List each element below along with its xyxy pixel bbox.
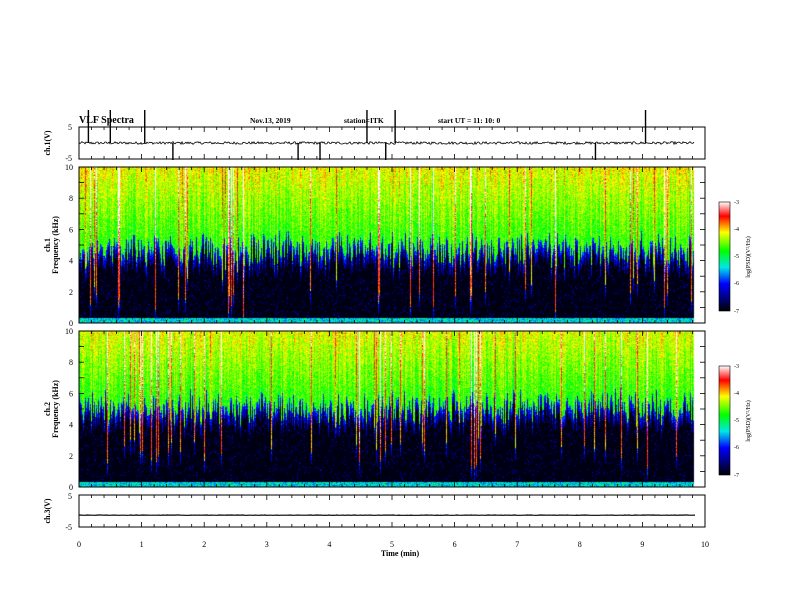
frequency-tick-label: 8 <box>69 194 73 203</box>
ch2-spectrogram-ytick-labels: 0 2 4 6 8 10 <box>65 327 73 492</box>
time-tick-label: 10 <box>701 540 709 549</box>
ch2-colorbar-tick-m4: -4 <box>734 391 739 397</box>
ch2-spectrogram-ylabel-channel: ch.2 <box>43 402 52 416</box>
time-tick-label: 0 <box>77 540 81 549</box>
ch1-colorbar-tick-m7: -7 <box>734 309 739 315</box>
frequency-tick-label: 0 <box>69 483 73 492</box>
ch2-colorbar-tick-m3: -3 <box>734 364 739 370</box>
ch3-ytick-top: 5 <box>68 492 72 501</box>
ch3-waveform-ylabel: ch.3(V) <box>43 498 52 523</box>
time-tick-label: 2 <box>202 540 206 549</box>
frequency-tick-label: 10 <box>65 163 73 172</box>
ch2-spectrogram-panel: 0 2 4 6 8 10 ch.2 Frequency (kHz) -3 -4 -5 -6… <box>43 327 752 492</box>
frequency-tick-label: 4 <box>69 421 73 430</box>
ch1-colorbar-tick-m5: -5 <box>734 254 739 260</box>
time-axis-label: Time (min) <box>381 549 420 558</box>
frequency-tick-label: 6 <box>69 225 73 234</box>
ch2-colorbar-tick-m7: -7 <box>734 473 739 479</box>
ch1-ytick-bottom: -5 <box>65 154 72 163</box>
frequency-tick-label: 4 <box>69 257 73 266</box>
ch1-colorbar <box>718 201 731 312</box>
ch2-colorbar-tick-m5: -5 <box>734 418 739 424</box>
ch2-spectrogram-ylabel-frequency: Frequency (kHz) <box>51 380 60 438</box>
frequency-tick-label: 0 <box>69 319 73 328</box>
time-tick-label: 9 <box>640 540 644 549</box>
ch1-spectrogram-panel: 0 2 4 6 8 10 ch.1 Frequency (kHz) -3 -4 -5 -6… <box>43 163 752 328</box>
frequency-tick-label: 8 <box>69 358 73 367</box>
ch2-spectrogram-image <box>79 331 705 487</box>
ch1-waveform-trace <box>78 140 695 146</box>
ch2-colorbar-label: log(PSD)(V²/Hz) <box>745 400 752 441</box>
frequency-tick-label: 10 <box>65 327 73 336</box>
ch1-spectrogram-ticks <box>78 166 706 324</box>
ch1-spectrogram-image <box>79 167 705 323</box>
ch2-spectrogram-ticks <box>78 330 706 488</box>
ch1-waveform-ylabel: ch.1(V) <box>43 130 52 155</box>
ch2-colorbar <box>718 365 731 476</box>
ch1-spectrogram-ytick-labels: 0 2 4 6 8 10 <box>65 163 73 328</box>
figure-title: VLF Spectra <box>79 115 134 126</box>
ch1-colorbar-tick-m6: -6 <box>734 281 739 287</box>
ch3-waveform-ticks <box>78 495 706 527</box>
date-label: Nov.13, 2019 <box>250 116 291 125</box>
ch3-waveform-panel: 5 -5 ch.3(V) 0 1 2 3 4 5 6 7 8 9 10 Time (min) <box>43 492 709 558</box>
frequency-tick-label: 2 <box>69 288 73 297</box>
frequency-tick-label: 2 <box>69 452 73 461</box>
ch1-waveform-panel: 5 -5 ch.1(V) <box>43 110 706 163</box>
station-label: station=ITK <box>344 116 384 125</box>
time-axis-tick-labels: 0 1 2 3 4 5 6 7 8 9 10 <box>77 540 709 549</box>
ch1-colorbar-tick-m4: -4 <box>734 227 739 233</box>
time-tick-label: 5 <box>390 540 394 549</box>
ch2-colorbar-tick-m6: -6 <box>734 445 739 451</box>
time-tick-label: 7 <box>515 540 519 549</box>
start-time-label: start UT = 11: 10: 0 <box>438 116 501 125</box>
time-tick-label: 3 <box>265 540 269 549</box>
ch1-colorbar-label: log(PSD)(V²/Hz) <box>745 236 752 277</box>
ch1-spectrogram-ylabel-channel: ch.1 <box>43 238 52 252</box>
frequency-tick-label: 6 <box>69 389 73 398</box>
ch1-ytick-top: 5 <box>68 123 72 132</box>
ch1-waveform-spikes <box>87 110 647 160</box>
time-tick-label: 1 <box>140 540 144 549</box>
time-tick-label: 6 <box>453 540 457 549</box>
ch1-spectrogram-ylabel-frequency: Frequency (kHz) <box>51 216 60 274</box>
ch1-waveform-ticks <box>78 127 706 159</box>
time-tick-label: 4 <box>327 540 331 549</box>
ch1-colorbar-tick-m3: -3 <box>734 200 739 206</box>
time-tick-label: 8 <box>578 540 582 549</box>
ch3-ytick-bottom: -5 <box>65 523 72 532</box>
